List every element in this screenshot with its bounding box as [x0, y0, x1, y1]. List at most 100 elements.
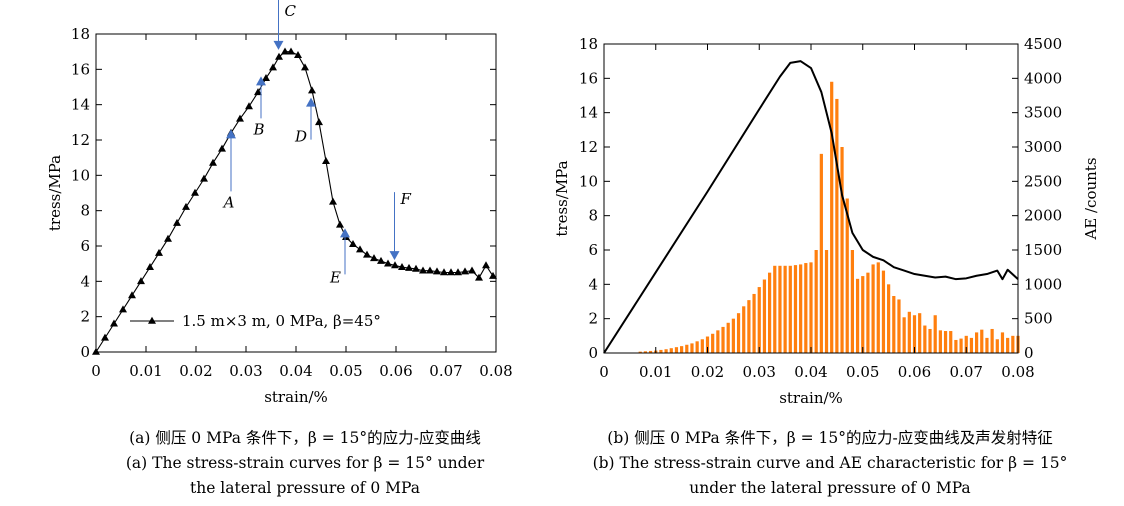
chart-b-ae-bar — [1011, 335, 1015, 353]
chart-a-data-point — [101, 333, 109, 341]
chart-b-ae-bar — [669, 348, 673, 353]
chart-b-ae-bar — [943, 331, 948, 353]
chart-b-ae-bar — [959, 338, 963, 353]
chart-b-ae-bar — [638, 351, 642, 353]
chart-b-y-left-tick-label: 12 — [579, 138, 598, 156]
chart-b-ae-bar — [804, 263, 808, 353]
chart-a: 0 0.01 0.02 0.03 0.04 0.05 0.06 0.07 0.08 0 2 4 6 8 10… — [46, 0, 513, 406]
chart-b-ae-bar — [690, 343, 694, 353]
chart-a-data-point — [294, 51, 302, 58]
chart-a-data-point — [482, 261, 490, 269]
chart-b-ae-bar — [736, 313, 741, 353]
chart-b-ae-bar — [990, 328, 994, 353]
chart-a-data-point — [128, 291, 136, 299]
chart-a-data-point — [254, 88, 262, 96]
chart-a-annotation-label: A — [222, 193, 235, 211]
chart-b-ae-bar — [726, 322, 730, 353]
chart-b-x-tick-label: 0.03 — [743, 363, 776, 381]
chart-b-x-tick-label: 0.01 — [639, 363, 672, 381]
chart-a-data-point — [370, 254, 378, 262]
chart-b-y-right-tick-label: 4000 — [1024, 69, 1062, 87]
chart-b-ae-bar — [814, 250, 818, 353]
caption-b-english-line2: under the lateral pressure of 0 MPa — [689, 479, 971, 497]
chart-a-annotation-arrowhead — [273, 40, 284, 50]
caption-b-english-line1: (b) The stress-strain curve and AE chara… — [592, 454, 1068, 472]
caption-a: (a) 侧压 0 MPa 条件下，β = 15°的应力-应变曲线 (a) The… — [40, 426, 570, 501]
chart-b-y-right-tick-label: 1500 — [1024, 241, 1062, 259]
chart-a-y-tick-label: 4 — [80, 272, 90, 290]
chart-b-y-left-tick-label: 6 — [588, 241, 598, 259]
chart-b-ae-bar — [799, 264, 803, 353]
chart-a-data-point — [191, 188, 199, 196]
chart-b-y-right-tick-label: 3500 — [1024, 104, 1062, 122]
chart-b-x-axis-label: strain/% — [779, 389, 843, 407]
chart-b-y-right-tick-label: 500 — [1024, 310, 1053, 328]
chart-a-annotation-label: F — [400, 190, 412, 208]
chart-b-ae-bar — [793, 265, 798, 353]
chart-a-annotation-arrowhead — [256, 76, 266, 86]
chart-a-data-point — [315, 118, 323, 126]
chart-b-x-tick-label: 0.07 — [950, 363, 983, 381]
chart-b-ae-bar — [700, 339, 704, 353]
chart-b-ae-bar — [871, 264, 875, 353]
chart-b-ae-bar — [783, 265, 787, 353]
chart-a-data-point — [377, 256, 385, 264]
chart-a-data-point — [461, 267, 469, 275]
chart-b-ae-bar — [695, 341, 699, 353]
chart-a-y-tick-label: 2 — [80, 308, 90, 326]
chart-b-ae-bar — [643, 351, 648, 353]
chart-a-data-point — [182, 202, 190, 210]
chart-b-ae-bar — [664, 349, 668, 353]
chart-a-data-point — [119, 305, 127, 313]
chart-b-y-right-tick-label: 3000 — [1024, 138, 1062, 156]
chart-a-legend-label: 1.5 m×3 m, 0 MPa, β=45° — [182, 312, 381, 330]
chart-a-data-point — [281, 47, 289, 55]
chart-b-ae-bar — [928, 328, 932, 353]
chart-b-x-tick-label: 0.08 — [1001, 363, 1034, 381]
chart-a-x-tick-label: 0.06 — [379, 362, 412, 380]
chart-b-y-right-tick-label: 1000 — [1024, 275, 1062, 293]
caption-a-english-line2: the lateral pressure of 0 MPa — [190, 479, 420, 497]
chart-a-y-tick-label: 16 — [71, 60, 90, 78]
chart-b-ae-bar — [716, 330, 720, 353]
chart-b-ae-bar — [773, 265, 777, 353]
chart-a-y-tick-label: 8 — [80, 202, 90, 220]
chart-a-data-point — [398, 263, 406, 270]
chart-b-y-left-tick-label: 16 — [579, 69, 598, 87]
chart-a-annotation-label: C — [285, 2, 297, 20]
chart-b-ae-bar — [680, 346, 684, 353]
chart-b-ae-bar — [876, 262, 880, 353]
chart-a-data-point — [440, 268, 448, 276]
chart-b-ae-bar — [731, 318, 735, 353]
chart-b-x-tick-label: 0.05 — [846, 363, 879, 381]
chart-a-y-tick-label: 18 — [71, 25, 90, 43]
chart-a-data-point — [349, 240, 357, 248]
chart-b-ae-bar — [964, 335, 968, 353]
chart-a-data-point — [329, 197, 337, 205]
chart-b-y-left-axis-label: tress/MPa — [553, 160, 571, 236]
chart-a-data-point — [209, 158, 217, 166]
chart-b-y-right-tick-label: 0 — [1024, 344, 1034, 362]
chart-b-ae-bar — [809, 262, 813, 353]
chart-b-ae-bar — [778, 265, 782, 353]
chart-a-data-point — [236, 114, 244, 122]
chart-b-ae-bar — [819, 153, 823, 353]
chart-b-ae-bar — [933, 315, 937, 353]
chart-b-ae-bar — [648, 350, 653, 353]
chart-a-annotation-label: E — [329, 268, 341, 286]
chart-a-data-point — [447, 268, 455, 276]
chart-b-ae-bar — [969, 337, 974, 353]
chart-a-x-tick-label: 0.07 — [429, 362, 462, 380]
chart-a-data-point — [489, 271, 497, 279]
chart-b-ae-bar — [866, 272, 870, 353]
chart-b-ae-bar — [902, 317, 906, 353]
chart-a-data-point — [275, 52, 283, 60]
chart-a-plot-frame — [95, 33, 497, 353]
chart-a-data-point — [173, 218, 181, 226]
chart-a-data-point — [405, 263, 413, 271]
chart-b-ae-bar — [685, 344, 689, 353]
chart-b-y-right-tick-label: 2000 — [1024, 207, 1062, 225]
chart-a-data-point — [92, 347, 100, 355]
chart-b-y-left-tick-label: 18 — [579, 35, 598, 53]
